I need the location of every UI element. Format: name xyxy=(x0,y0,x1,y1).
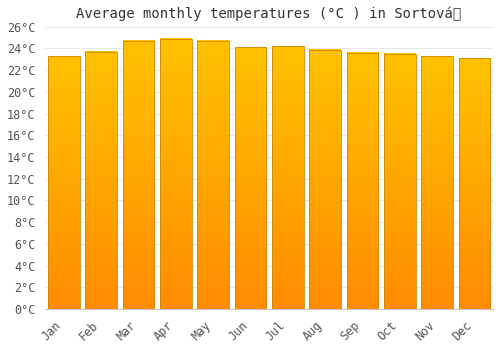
Bar xyxy=(272,46,304,309)
Bar xyxy=(421,56,453,309)
Bar xyxy=(458,58,490,309)
Bar xyxy=(160,39,192,309)
Bar xyxy=(122,41,154,309)
Bar xyxy=(384,54,416,309)
Bar xyxy=(48,56,80,309)
Bar xyxy=(198,41,229,309)
Bar xyxy=(309,50,341,309)
Bar xyxy=(234,47,266,309)
Bar xyxy=(346,53,378,309)
Bar xyxy=(86,52,117,309)
Title: Average monthly temperatures (°C ) in Sortová: Average monthly temperatures (°C ) in So… xyxy=(76,7,462,21)
